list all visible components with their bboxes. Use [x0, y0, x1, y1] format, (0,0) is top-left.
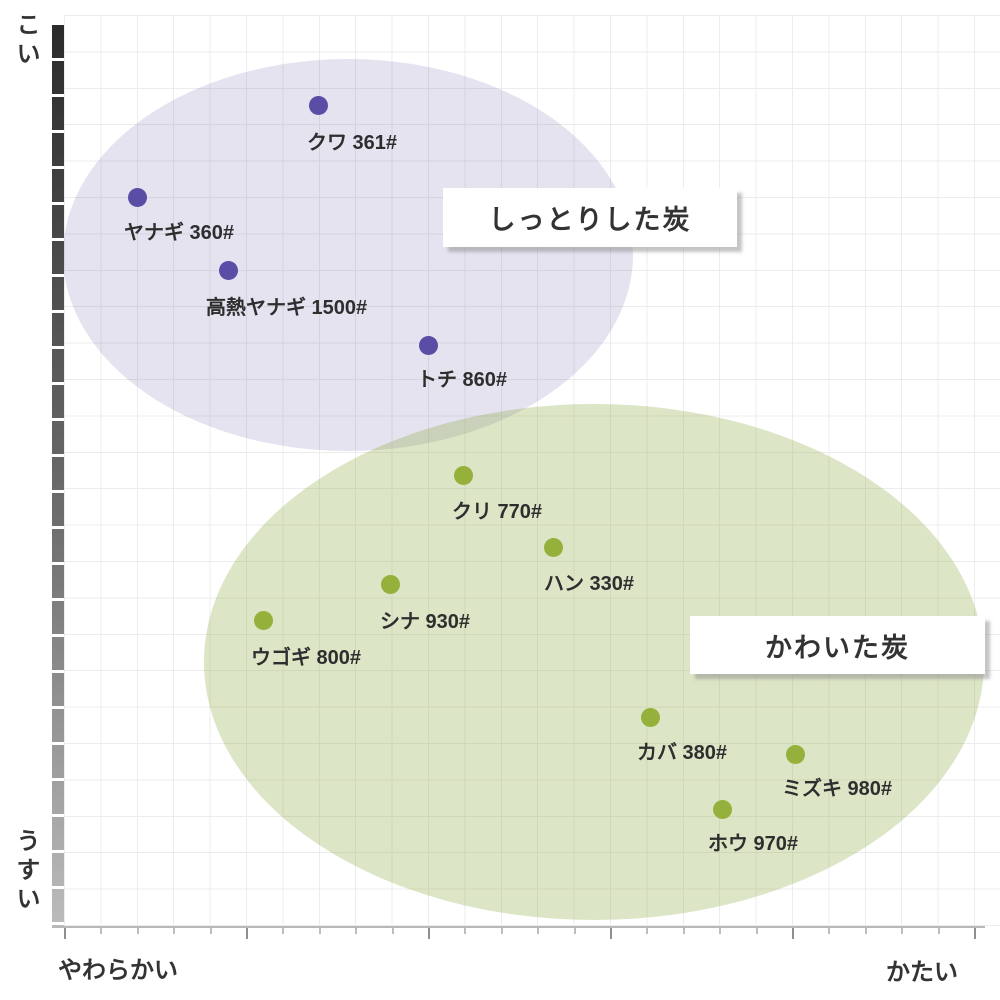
data-point	[453, 465, 473, 485]
x-axis-minor-tick	[864, 928, 867, 934]
x-axis-minor-tick	[464, 928, 467, 934]
data-point	[543, 537, 563, 557]
x-axis-minor-tick	[209, 928, 212, 934]
x-axis-minor-tick	[537, 928, 540, 934]
y-axis-gradient-bar	[52, 25, 64, 927]
x-axis-minor-tick	[573, 928, 576, 934]
x-axis-minor-tick	[355, 928, 358, 934]
data-point	[308, 95, 328, 115]
x-axis-minor-tick	[136, 928, 139, 934]
data-point-label: ヤナギ 360#	[124, 222, 235, 244]
data-point	[712, 799, 732, 819]
data-point-label: トチ 860#	[417, 369, 508, 391]
x-axis-minor-tick	[901, 928, 904, 934]
x-axis-minor-tick	[318, 928, 321, 934]
data-point	[218, 260, 238, 280]
x-axis-minor-tick	[100, 928, 103, 934]
x-axis-major-tick	[246, 928, 248, 939]
x-axis-minor-tick	[282, 928, 285, 934]
x-axis-line	[52, 926, 985, 928]
data-point-label: クワ 361#	[307, 132, 398, 154]
x-axis-minor-tick	[173, 928, 176, 934]
x-axis-minor-tick	[682, 928, 685, 934]
data-point	[418, 335, 438, 355]
x-axis-minor-tick	[937, 928, 940, 934]
data-point	[785, 744, 805, 764]
x-axis-minor-tick	[500, 928, 503, 934]
x-axis-major-tick	[974, 928, 976, 939]
cluster-label-moist-charcoal: しっとりした炭	[443, 188, 737, 247]
data-point-label: カバ 380#	[637, 742, 728, 764]
x-axis-minor-tick	[646, 928, 649, 934]
data-point-label: ウゴギ 800#	[251, 647, 362, 669]
data-point-label: シナ 930#	[380, 611, 471, 633]
data-point-label: ミズキ 980#	[782, 778, 893, 800]
x-axis-minor-tick	[828, 928, 831, 934]
cluster-label-text: しっとりした炭	[488, 205, 692, 235]
cluster-label-dry-charcoal: かわいた炭	[690, 616, 985, 674]
y-axis-label-bottom: うすい	[12, 828, 39, 915]
x-axis-major-tick	[610, 928, 612, 939]
x-axis-minor-tick	[391, 928, 394, 934]
x-axis-label-right: かたい	[886, 959, 958, 986]
x-axis-major-tick	[428, 928, 430, 939]
data-point-label: クリ 770#	[452, 501, 543, 523]
x-axis-minor-tick	[755, 928, 758, 934]
x-axis-label-left: やわらかい	[58, 957, 178, 984]
x-axis-minor-tick	[719, 928, 722, 934]
grid-lines	[64, 15, 1000, 927]
cluster-label-text: かわいた炭	[765, 632, 910, 663]
data-point-label: ハン 330#	[544, 573, 635, 595]
data-point	[127, 187, 147, 207]
data-point	[640, 707, 660, 727]
data-point	[253, 610, 273, 630]
x-axis-major-tick	[792, 928, 794, 939]
cluster-ellipse-moist-charcoal	[63, 59, 633, 451]
data-point-label: ホウ 970#	[708, 833, 799, 855]
x-axis-major-tick	[64, 928, 66, 939]
data-point	[380, 574, 400, 594]
y-axis-label-top: こい	[12, 12, 39, 70]
data-point-label: 高熱ヤナギ 1500#	[206, 297, 368, 319]
